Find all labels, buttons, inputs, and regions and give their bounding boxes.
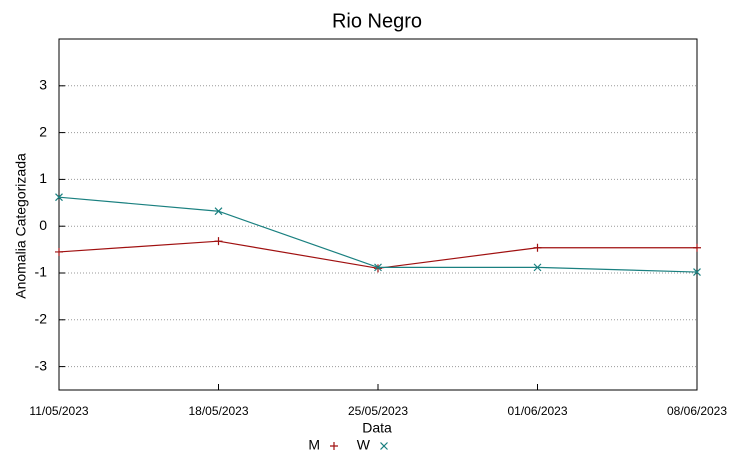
series-line <box>58 196 698 273</box>
point-marker <box>533 263 542 272</box>
y-tick-label: -2 <box>35 311 48 327</box>
point-marker <box>380 442 388 450</box>
legend-label: M <box>308 437 320 453</box>
point-marker <box>693 268 701 276</box>
y-tick-label: 1 <box>39 170 47 186</box>
point-marker <box>55 247 63 256</box>
point-marker <box>693 243 701 252</box>
x-tick-label: 11/05/2023 <box>29 404 88 418</box>
y-tick-label: 3 <box>39 77 47 93</box>
x-tick-label: 08/06/2023 <box>667 404 727 418</box>
x-axis-label: Data <box>362 420 392 436</box>
x-tick-label: 25/05/2023 <box>348 404 408 418</box>
x-tick-label: 01/06/2023 <box>507 404 567 418</box>
series-line <box>58 240 697 269</box>
legend-label: W <box>357 437 371 453</box>
point-marker <box>214 237 223 246</box>
y-axis-label: Anomalia Categorizada <box>13 153 29 299</box>
point-marker <box>214 207 223 216</box>
y-tick-label: 0 <box>39 217 47 233</box>
y-tick-label: 2 <box>39 123 47 139</box>
y-tick-label: -1 <box>35 264 48 280</box>
plot-frame <box>58 38 698 391</box>
point-marker <box>55 193 63 202</box>
chart-title: Rio Negro <box>332 10 422 32</box>
point-marker <box>533 243 542 252</box>
x-tick-label: 18/05/2023 <box>188 404 248 418</box>
y-tick-label: -3 <box>35 357 48 373</box>
point-marker <box>374 264 382 273</box>
point-marker <box>374 263 382 272</box>
point-marker <box>330 442 338 450</box>
